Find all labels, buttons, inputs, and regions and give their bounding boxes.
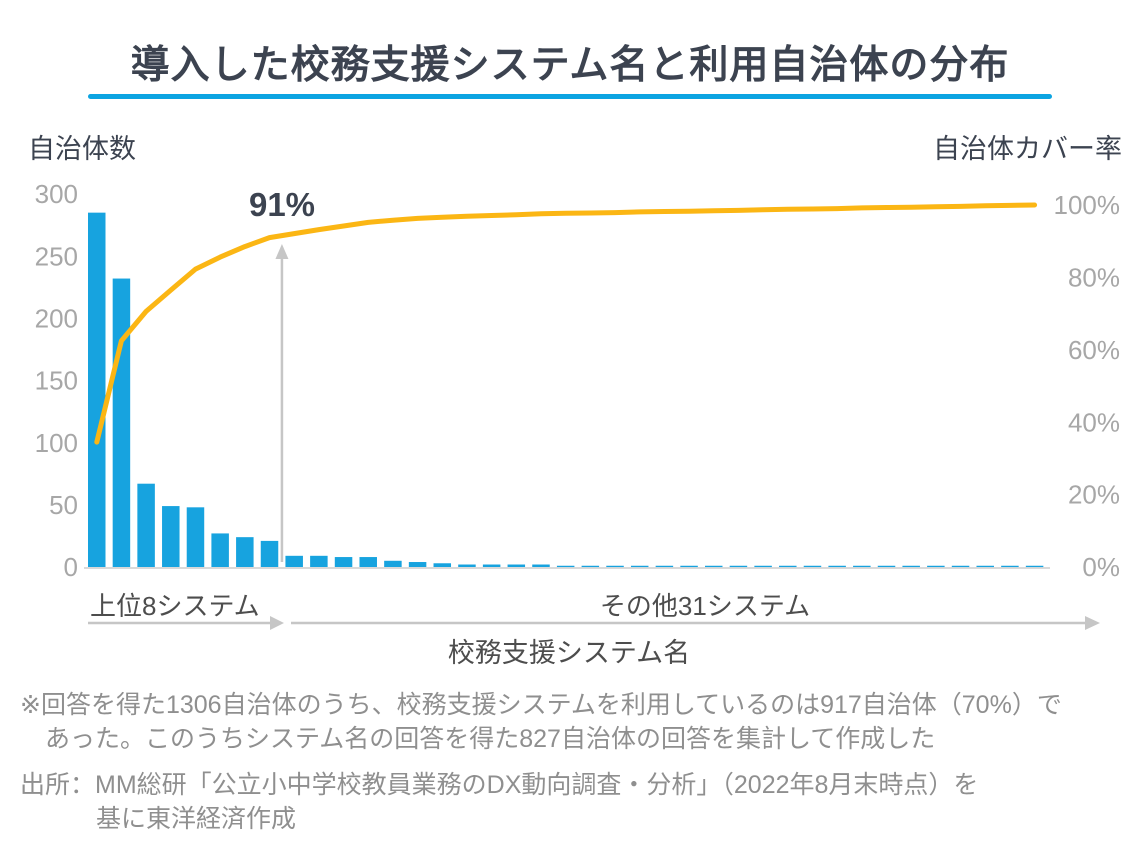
cumulative-line bbox=[94, 202, 1038, 445]
bar bbox=[1025, 565, 1044, 568]
y-axis-tick-right: 100% bbox=[1054, 190, 1121, 220]
y-axis-tick-left: 100 bbox=[35, 428, 78, 458]
y-axis-tick-left: 150 bbox=[35, 366, 78, 396]
bar bbox=[556, 565, 575, 568]
y-axis-tick-left: 0 bbox=[64, 552, 78, 582]
bar bbox=[927, 565, 945, 568]
y-axis-tick-left: 250 bbox=[35, 241, 78, 271]
y-axis-tick-right: 0% bbox=[1082, 552, 1120, 582]
bar bbox=[285, 555, 303, 567]
group-arrow-others-head-icon bbox=[1085, 616, 1100, 630]
bar bbox=[458, 564, 476, 567]
footnote: ※回答を得た1306自治体のうち、校務支援システムを利用しているのは917自治体… bbox=[20, 688, 1062, 756]
bar bbox=[162, 506, 180, 567]
y-axis-tick-left: 50 bbox=[49, 490, 78, 520]
x-group-label-top8: 上位8システム bbox=[90, 591, 260, 621]
bar bbox=[236, 537, 254, 567]
bar bbox=[112, 278, 131, 567]
bar bbox=[680, 565, 698, 568]
bar bbox=[482, 564, 501, 567]
source-line-2: 基に東洋経済作成 bbox=[96, 805, 297, 833]
source-note: 出所：MM総研「公立小中学校教員業務のDX動向調査・分析」（2022年8月末時点… bbox=[20, 768, 978, 836]
bar bbox=[951, 565, 970, 568]
bar bbox=[334, 557, 353, 567]
bar bbox=[507, 564, 526, 567]
x-group-label-others: その他31システム bbox=[599, 591, 811, 621]
cumulative-annotation: 91% bbox=[248, 186, 316, 223]
bar bbox=[630, 565, 649, 568]
bar bbox=[384, 560, 402, 567]
x-axis-title: 校務支援システム名 bbox=[447, 638, 691, 668]
y-axis-tick-left: 300 bbox=[35, 179, 78, 209]
y-axis-tick-left: 200 bbox=[35, 303, 78, 333]
bar bbox=[88, 212, 106, 567]
y-axis-tick-right: 60% bbox=[1068, 335, 1120, 365]
y-axis-tick-right: 80% bbox=[1068, 263, 1120, 293]
bar bbox=[433, 563, 452, 567]
bar bbox=[655, 565, 674, 568]
annotation-arrow-head-icon bbox=[275, 244, 289, 259]
bar bbox=[408, 562, 427, 567]
footnote-line-1: ※回答を得た1306自治体のうち、校務支援システムを利用しているのは917自治体… bbox=[20, 691, 1062, 719]
right-axis-title: 自治体カバー率 bbox=[933, 134, 1122, 164]
bar bbox=[779, 565, 797, 568]
bar bbox=[853, 565, 871, 568]
page-title: 導入した校務支援システム名と利用自治体の分布 bbox=[130, 44, 1010, 87]
y-axis-tick-right: 20% bbox=[1068, 480, 1120, 510]
group-arrow-top8-head-icon bbox=[270, 616, 284, 630]
bar bbox=[359, 557, 377, 567]
bar bbox=[729, 565, 748, 568]
y-axis-tick-right: 40% bbox=[1068, 407, 1120, 437]
bar bbox=[606, 565, 624, 568]
bar bbox=[877, 565, 896, 568]
bar bbox=[976, 565, 994, 568]
footnote-line-2: あった。このうちシステム名の回答を得た827自治体の回答を集計して作成した bbox=[45, 725, 936, 753]
bar bbox=[902, 565, 920, 568]
bar bbox=[310, 555, 328, 567]
source-line-1: 出所：MM総研「公立小中学校教員業務のDX動向調査・分析」（2022年8月末時点… bbox=[20, 771, 979, 799]
bar bbox=[828, 565, 846, 568]
bar bbox=[705, 565, 723, 568]
bar bbox=[186, 507, 205, 567]
bar bbox=[581, 565, 600, 568]
bar bbox=[211, 533, 229, 567]
bar bbox=[137, 483, 155, 567]
left-axis-title: 自治体数 bbox=[28, 134, 136, 164]
pareto-chart: 300 250 200 150 100 50 0 100% 80% 60% 40% 20% 0% bbox=[35, 179, 1121, 630]
bar bbox=[532, 564, 550, 567]
title-underline-accent bbox=[88, 94, 1052, 99]
bar bbox=[803, 565, 822, 568]
bar bbox=[1001, 565, 1019, 568]
bar bbox=[260, 540, 279, 567]
bar bbox=[754, 565, 772, 568]
